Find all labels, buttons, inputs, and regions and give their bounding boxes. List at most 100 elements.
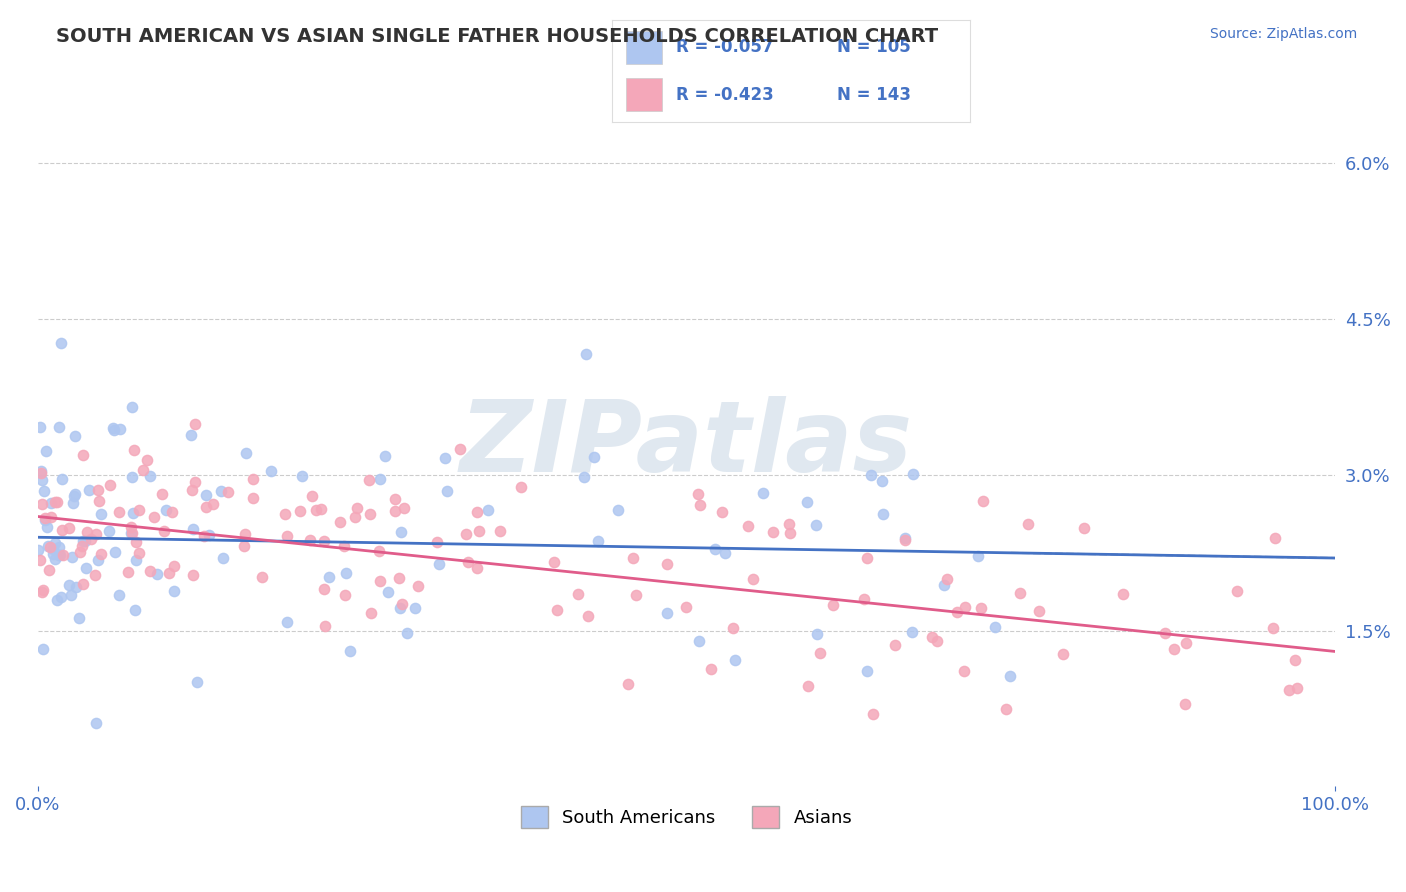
Point xyxy=(953,599,976,614)
Point xyxy=(572,470,595,484)
Point xyxy=(121,470,143,484)
Point xyxy=(65,429,87,443)
Point xyxy=(181,568,204,582)
Point xyxy=(675,600,697,615)
Point xyxy=(155,503,177,517)
Point xyxy=(468,524,491,538)
Point xyxy=(724,653,747,667)
Point xyxy=(108,505,131,519)
Point xyxy=(51,472,73,486)
Point xyxy=(433,450,456,465)
Point xyxy=(972,494,994,508)
Point xyxy=(655,558,678,572)
Point xyxy=(368,574,391,589)
Point xyxy=(122,442,145,457)
Point xyxy=(465,561,488,575)
Point xyxy=(34,511,56,525)
Point xyxy=(806,626,828,640)
Point xyxy=(894,533,917,548)
Point xyxy=(76,525,98,540)
Point xyxy=(970,601,993,615)
Point xyxy=(181,522,204,536)
Point xyxy=(58,521,80,535)
Point xyxy=(427,557,450,571)
Point xyxy=(31,641,53,656)
Point xyxy=(49,590,72,604)
Text: R = -0.057: R = -0.057 xyxy=(676,38,773,56)
Point xyxy=(856,550,879,565)
Point xyxy=(98,478,121,492)
Point xyxy=(142,509,165,524)
Point xyxy=(235,527,257,541)
Point xyxy=(995,701,1018,715)
Point xyxy=(367,544,389,558)
Point xyxy=(217,484,239,499)
Point xyxy=(710,505,733,519)
Point xyxy=(276,529,298,543)
Point xyxy=(108,588,131,602)
Point xyxy=(343,509,366,524)
Point xyxy=(35,444,58,458)
Point xyxy=(86,715,108,730)
Point xyxy=(392,500,415,515)
Point xyxy=(44,536,66,550)
Point xyxy=(1163,641,1185,656)
Point xyxy=(46,494,69,508)
Point xyxy=(314,582,336,596)
Point xyxy=(311,501,333,516)
Point xyxy=(806,518,828,533)
Point xyxy=(186,674,208,689)
Point xyxy=(855,665,877,679)
Point xyxy=(346,500,368,515)
Point xyxy=(48,540,70,554)
Point xyxy=(60,549,83,564)
Point xyxy=(27,543,49,558)
Point xyxy=(39,509,62,524)
Point xyxy=(59,588,82,602)
Point xyxy=(998,669,1021,683)
Point xyxy=(42,541,65,556)
Point xyxy=(51,524,73,538)
Point xyxy=(108,422,131,436)
Point xyxy=(242,491,264,505)
Point xyxy=(121,526,143,541)
Point xyxy=(368,473,391,487)
Point xyxy=(274,507,297,521)
Point xyxy=(104,545,127,559)
Text: SOUTH AMERICAN VS ASIAN SINGLE FATHER HOUSEHOLDS CORRELATION CHART: SOUTH AMERICAN VS ASIAN SINGLE FATHER HO… xyxy=(56,27,938,45)
Point xyxy=(449,442,471,456)
Point xyxy=(339,643,361,657)
Point xyxy=(456,527,478,541)
Point xyxy=(333,588,356,602)
Point xyxy=(721,621,744,635)
Point xyxy=(984,620,1007,634)
Point xyxy=(607,503,630,517)
Point xyxy=(936,572,959,586)
Point xyxy=(67,611,90,625)
Point xyxy=(180,428,202,442)
Point xyxy=(575,347,598,361)
Point xyxy=(38,563,60,577)
Point xyxy=(852,591,875,606)
Point xyxy=(242,472,264,486)
Point xyxy=(624,588,647,602)
Point xyxy=(1226,583,1249,598)
Point xyxy=(90,547,112,561)
Point xyxy=(120,520,142,534)
Point xyxy=(901,624,924,639)
Point xyxy=(31,583,53,598)
Point xyxy=(42,547,65,561)
Text: N = 143: N = 143 xyxy=(838,86,911,103)
Text: ZIPatlas: ZIPatlas xyxy=(460,396,912,493)
Point xyxy=(28,553,51,567)
Point xyxy=(945,605,967,619)
Point xyxy=(44,551,66,566)
Point xyxy=(737,519,759,533)
Point xyxy=(69,544,91,558)
Point xyxy=(30,464,52,478)
Point xyxy=(250,570,273,584)
Text: N = 105: N = 105 xyxy=(838,38,911,56)
Point xyxy=(894,531,917,545)
Point xyxy=(184,417,207,432)
Point xyxy=(779,526,801,541)
